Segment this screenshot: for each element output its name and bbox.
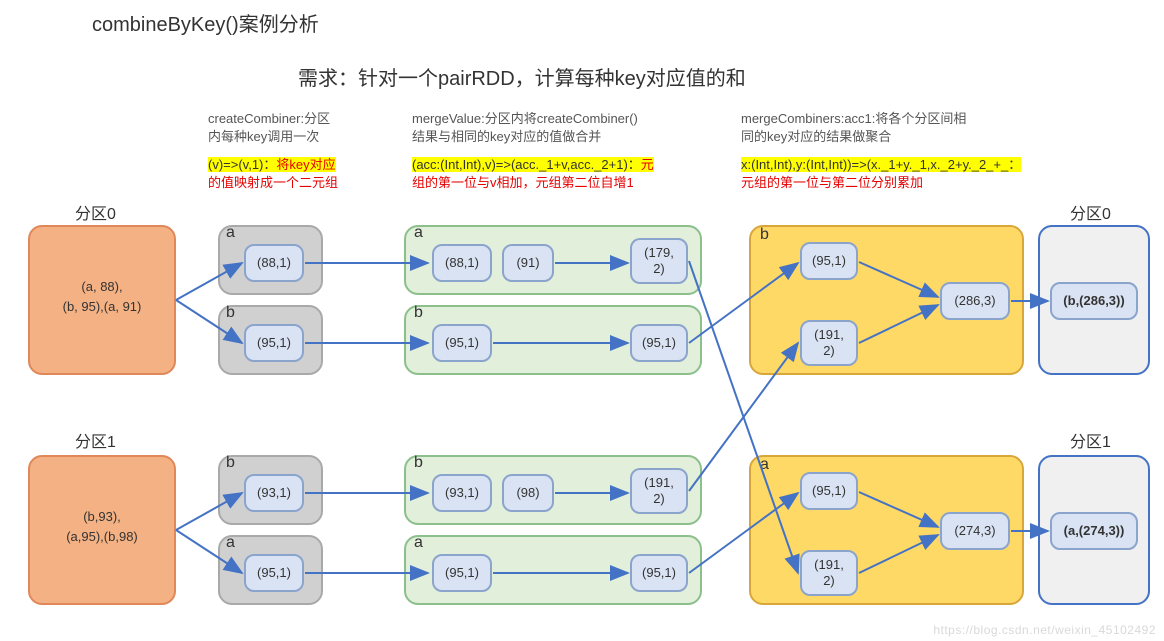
label-partition-0: 分区0 xyxy=(75,200,116,224)
label-partition-1: 分区1 xyxy=(75,428,116,452)
mv-code: (acc:(Int,Int),v)=>(acc._1+v,acc._2+1)： xyxy=(412,157,641,172)
cc-p0a-key: a xyxy=(226,224,235,242)
mv-red1: 元 xyxy=(641,157,654,172)
header-merge-combiners-code: x:(Int,Int),y:(Int,Int))=>(x._1+y._1,x._… xyxy=(741,156,1041,192)
cc-p0b-key: b xyxy=(226,304,235,322)
cc-p0a-val: (88,1) xyxy=(244,244,304,282)
cc-p1a-val: (95,1) xyxy=(244,554,304,592)
header-merge-combiners: mergeCombiners:acc1:将各个分区间相 同的key对应的结果做聚… xyxy=(741,110,1031,146)
mv-p0a-out: (179, 2) xyxy=(630,238,688,284)
mv-p0a-in1: (88,1) xyxy=(432,244,492,282)
mv-p0a-in2: (91) xyxy=(502,244,554,282)
mv-p1b-in1: (93,1) xyxy=(432,474,492,512)
label-out-1: 分区1 xyxy=(1070,428,1111,452)
mv-line2: 结果与相同的key对应的值做合并 xyxy=(412,129,601,144)
partition-0-box: (a, 88), (b, 95),(a, 91) xyxy=(28,225,176,375)
cc-red2: 的值映射成一个二元组 xyxy=(208,175,338,190)
mc-line2: 同的key对应的结果做聚合 xyxy=(741,129,891,144)
mv-p1b-in2: (98) xyxy=(502,474,554,512)
mv-line1: mergeValue:分区内将createCombiner() xyxy=(412,111,638,126)
page-subtitle: 需求：针对一个pairRDD，计算每种key对应值的和 xyxy=(298,62,746,91)
mv-red2: 组的第一位与v相加，元组第二位自增1 xyxy=(412,175,634,190)
mc-code: x:(Int,Int),y:(Int,Int))=>(x._1+y._1,x._… xyxy=(741,157,1021,172)
partition-1-box: (b,93), (a,95),(b,98) xyxy=(28,455,176,605)
label-out-0: 分区0 xyxy=(1070,200,1111,224)
page-title: combineByKey()案例分析 xyxy=(92,8,319,37)
mv-p0b-key: b xyxy=(414,304,423,322)
mc-b-out: (286,3) xyxy=(940,282,1010,320)
mc-a-in2: (191, 2) xyxy=(800,550,858,596)
mc-b-in1: (95,1) xyxy=(800,242,858,280)
cc-code: (v)=>(v,1)： xyxy=(208,157,276,172)
mv-p1b-out: (191, 2) xyxy=(630,468,688,514)
cc-red1: 将key对应 xyxy=(276,157,335,172)
mc-b-in2: (191, 2) xyxy=(800,320,858,366)
partition-0-data: (a, 88), (b, 95),(a, 91) xyxy=(30,277,174,316)
mv-p1a-key: a xyxy=(414,534,423,552)
cc-line1: createCombiner:分区 xyxy=(208,111,330,126)
cc-p0b-val: (95,1) xyxy=(244,324,304,362)
mc-a-out: (274,3) xyxy=(940,512,1010,550)
result-0-val: (b,(286,3)) xyxy=(1050,282,1138,320)
result-1-val: (a,(274,3)) xyxy=(1050,512,1138,550)
mv-p0b-out: (95,1) xyxy=(630,324,688,362)
mv-p1a-out: (95,1) xyxy=(630,554,688,592)
mv-p1b-key: b xyxy=(414,454,423,472)
mv-p1a-in1: (95,1) xyxy=(432,554,492,592)
watermark: https://blog.csdn.net/weixin_45102492 xyxy=(933,623,1156,637)
header-create-combiner: createCombiner:分区 内每种key调用一次 xyxy=(208,110,398,146)
mv-p0a-key: a xyxy=(414,224,423,242)
cc-p1b-val: (93,1) xyxy=(244,474,304,512)
header-merge-value: mergeValue:分区内将createCombiner() 结果与相同的ke… xyxy=(412,110,712,146)
cc-p1b-key: b xyxy=(226,454,235,472)
cc-p1a-key: a xyxy=(226,534,235,552)
mc-b-key: b xyxy=(760,226,769,244)
header-create-combiner-code: (v)=>(v,1)：将key对应 的值映射成一个二元组 xyxy=(208,156,398,192)
cc-line2: 内每种key调用一次 xyxy=(208,129,319,144)
mv-p0b-in1: (95,1) xyxy=(432,324,492,362)
mc-line1: mergeCombiners:acc1:将各个分区间相 xyxy=(741,111,966,126)
mc-red: 元组的第一位与第二位分别累加 xyxy=(741,175,923,190)
mc-a-in1: (95,1) xyxy=(800,472,858,510)
partition-1-data: (b,93), (a,95),(b,98) xyxy=(30,507,174,546)
mc-a-key: a xyxy=(760,456,769,474)
header-merge-value-code: (acc:(Int,Int),v)=>(acc._1+v,acc._2+1)：元… xyxy=(412,156,722,192)
